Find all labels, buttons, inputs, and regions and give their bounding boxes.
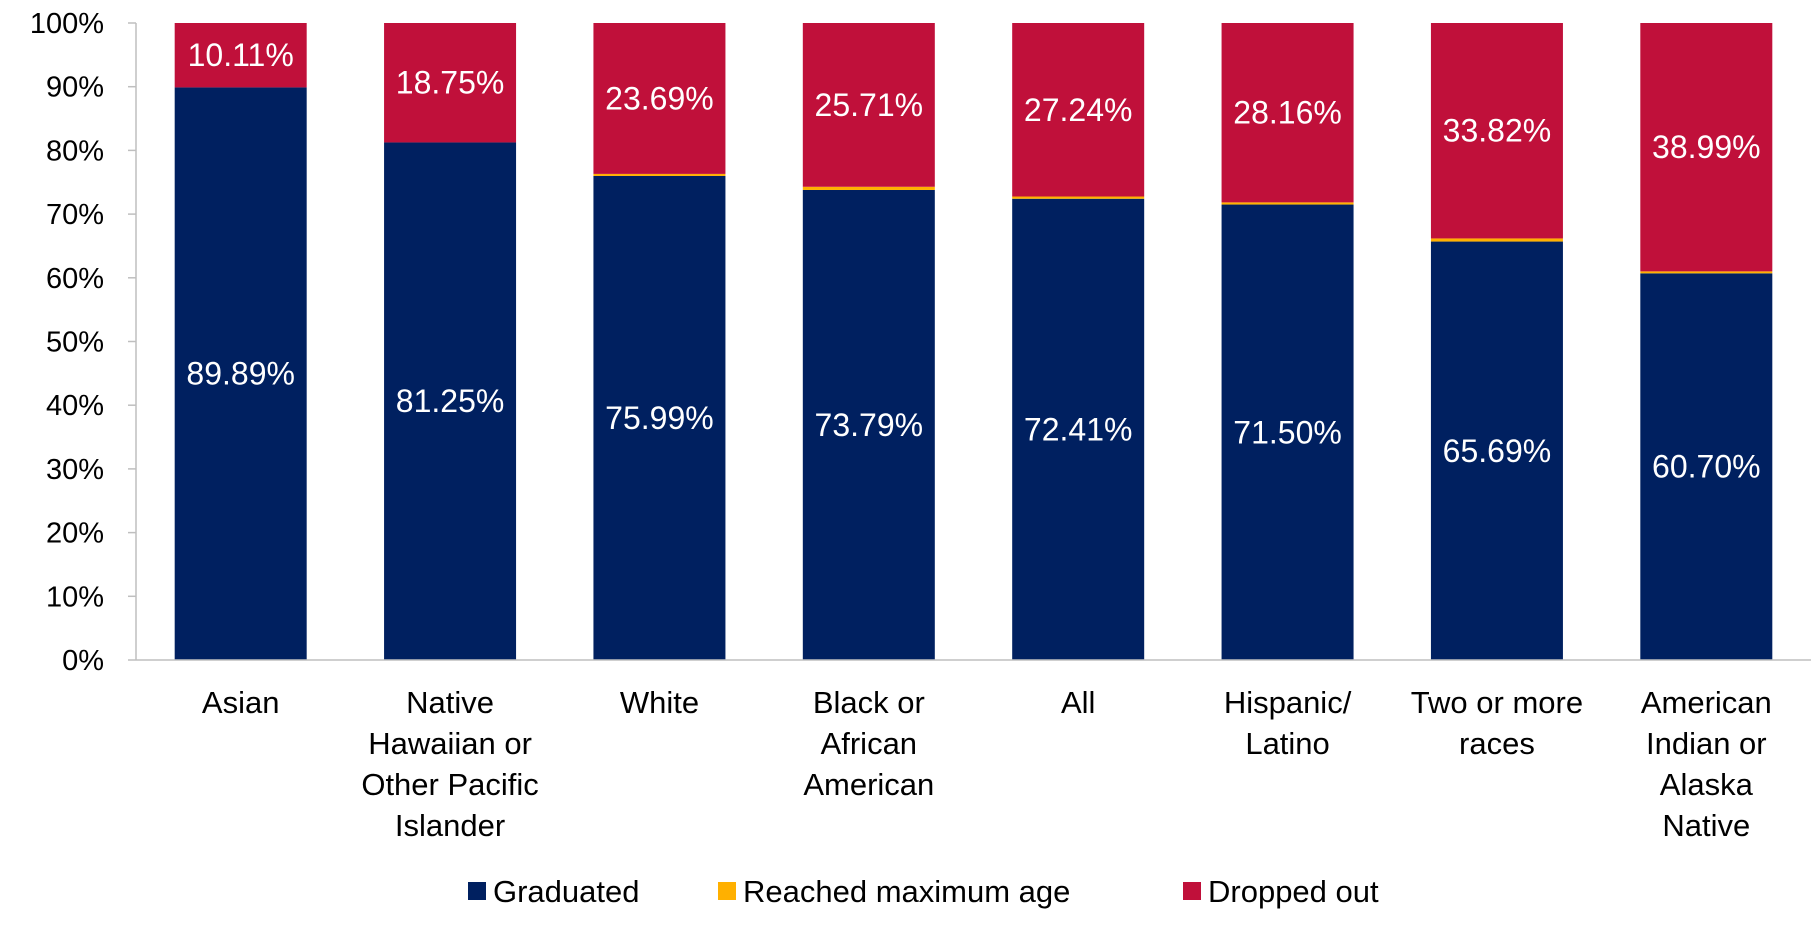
x-tick-label-line: Native [1662, 808, 1750, 843]
data-label-dropped-out: 25.71% [815, 87, 924, 123]
bar-segment-reached-maximum-age [1640, 271, 1773, 274]
x-tick-label: White [620, 685, 699, 720]
x-tick-label-line: Black or [813, 685, 925, 720]
y-axis: 0% 10% 20% 30% 40% 50% 60% 70% 80% 90% 100% [30, 8, 137, 677]
bar-segment-dropped-out [593, 23, 726, 174]
x-tick-label-line: Indian or [1646, 726, 1767, 761]
bar-segment-graduated [1430, 241, 1563, 661]
bar-segment-dropped-out [1640, 23, 1773, 272]
x-tick-label-line: White [620, 685, 699, 720]
data-label-dropped-out: 28.16% [1233, 95, 1342, 131]
bar-segment-graduated [1012, 198, 1145, 661]
legend-swatch-graduated [468, 882, 486, 900]
legend-label-dropped-out: Dropped out [1208, 874, 1379, 909]
x-tick-label-line: Hispanic/ [1224, 685, 1352, 720]
y-tick-label: 80% [46, 135, 104, 167]
x-tick-label: Native Hawaiian or Other Pacific Islander [361, 685, 538, 843]
bar-segment-dropped-out [1221, 23, 1354, 203]
legend: Graduated Reached maximum age Dropped out [468, 874, 1379, 909]
bar-segment-dropped-out [802, 23, 935, 187]
y-tick-label: 90% [46, 72, 104, 104]
bar-segment-dropped-out [174, 23, 307, 88]
y-tick-label: 0% [62, 645, 104, 677]
bar-segment-dropped-out [384, 23, 517, 143]
data-labels: 89.89% 10.11% 81.25% 18.75% 75.99% 23.69% 73.7… [186, 37, 1760, 484]
x-tick-label-line: Alaska [1660, 767, 1754, 802]
y-tick-label: 20% [46, 518, 104, 550]
data-label-dropped-out: 27.24% [1024, 92, 1133, 128]
legend-swatch-reached-maximum-age [718, 882, 736, 900]
data-label-graduated: 73.79% [815, 407, 924, 443]
x-tick-label: All [1061, 685, 1095, 720]
x-tick-label: Two or more races [1411, 685, 1583, 761]
data-label-dropped-out: 10.11% [188, 37, 294, 73]
x-tick-label-line: All [1061, 685, 1095, 720]
y-tick-label: 60% [46, 263, 104, 295]
x-tick-label-line: Latino [1245, 726, 1329, 761]
x-tick-label: Asian [202, 685, 280, 720]
bar-segment-reached-maximum-age [1430, 238, 1563, 242]
x-tick-label-line: Two or more [1411, 685, 1583, 720]
data-label-dropped-out: 18.75% [396, 65, 505, 101]
y-tick-label: 10% [46, 581, 104, 613]
bar-segment-graduated [174, 87, 307, 661]
data-label-graduated: 65.69% [1443, 433, 1552, 469]
data-label-graduated: 75.99% [605, 400, 714, 436]
y-tick-label: 40% [46, 390, 104, 422]
legend-label-graduated: Graduated [493, 874, 640, 909]
x-tick-label-line: Asian [202, 685, 280, 720]
x-tick-label: Hispanic/Latino [1224, 685, 1352, 761]
y-tick-label: 30% [46, 454, 104, 486]
data-label-dropped-out: 38.99% [1652, 129, 1761, 165]
data-label-graduated: 71.50% [1233, 414, 1342, 450]
x-tick-label: Black or African American [803, 685, 934, 802]
x-tick-label-line: Islander [395, 808, 505, 843]
bar-segment-graduated [1221, 204, 1354, 661]
y-tick-label: 50% [46, 327, 104, 359]
data-label-graduated: 81.25% [396, 383, 505, 419]
bar-segment-graduated [384, 142, 517, 660]
legend-swatch-dropped-out [1183, 882, 1201, 900]
data-label-graduated: 89.89% [186, 356, 295, 392]
legend-label-reached-maximum-age: Reached maximum age [743, 874, 1070, 909]
data-label-dropped-out: 33.82% [1443, 113, 1552, 149]
x-tick-label-line: American [1641, 685, 1772, 720]
x-tick-label: American Indian or Alaska Native [1641, 685, 1772, 843]
x-tick-label-line: Native [406, 685, 494, 720]
bar-segment-graduated [1640, 273, 1773, 660]
y-tick-label: 70% [46, 199, 104, 231]
bars [174, 23, 1773, 661]
bar-segment-reached-maximum-age [802, 186, 935, 190]
x-tick-label-line: Other Pacific [361, 767, 538, 802]
x-tick-label-line: Hawaiian or [368, 726, 532, 761]
bar-segment-reached-maximum-age [593, 173, 726, 176]
bar-segment-dropped-out [1430, 23, 1563, 239]
bar-segment-graduated [593, 175, 726, 660]
y-tick-label: 100% [30, 8, 104, 40]
bar-segment-graduated [802, 189, 935, 660]
data-label-dropped-out: 23.69% [605, 80, 714, 116]
x-axis: Asian Native Hawaiian or Other Pacific Islan… [136, 659, 1811, 843]
bar-segment-dropped-out [1012, 23, 1145, 197]
x-tick-label-line: races [1459, 726, 1535, 761]
x-tick-label-line: African [821, 726, 917, 761]
bar-segment-reached-maximum-age [1221, 202, 1354, 205]
data-label-graduated: 72.41% [1024, 411, 1133, 447]
x-tick-label-line: American [803, 767, 934, 802]
data-label-graduated: 60.70% [1652, 449, 1761, 485]
bar-segment-reached-maximum-age [1012, 196, 1145, 199]
